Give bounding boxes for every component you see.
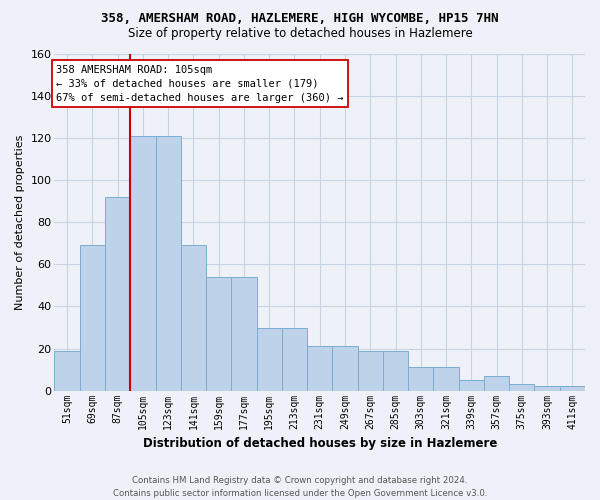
Bar	[433, 368, 458, 390]
Bar	[282, 328, 307, 390]
X-axis label: Distribution of detached houses by size in Hazlemere: Distribution of detached houses by size …	[143, 437, 497, 450]
Bar	[130, 136, 155, 390]
Bar	[332, 346, 358, 391]
Bar	[408, 368, 433, 390]
Bar	[358, 350, 383, 391]
Bar	[484, 376, 509, 390]
Text: 358, AMERSHAM ROAD, HAZLEMERE, HIGH WYCOMBE, HP15 7HN: 358, AMERSHAM ROAD, HAZLEMERE, HIGH WYCO…	[101, 12, 499, 26]
Text: 358 AMERSHAM ROAD: 105sqm
← 33% of detached houses are smaller (179)
67% of semi: 358 AMERSHAM ROAD: 105sqm ← 33% of detac…	[56, 64, 343, 102]
Bar	[535, 386, 560, 390]
Bar	[80, 246, 105, 390]
Bar	[232, 277, 257, 390]
Bar	[307, 346, 332, 391]
Bar	[257, 328, 282, 390]
Text: Size of property relative to detached houses in Hazlemere: Size of property relative to detached ho…	[128, 28, 472, 40]
Y-axis label: Number of detached properties: Number of detached properties	[15, 134, 25, 310]
Bar	[458, 380, 484, 390]
Bar	[105, 197, 130, 390]
Bar	[509, 384, 535, 390]
Bar	[181, 246, 206, 390]
Text: Contains HM Land Registry data © Crown copyright and database right 2024.
Contai: Contains HM Land Registry data © Crown c…	[113, 476, 487, 498]
Bar	[206, 277, 232, 390]
Bar	[383, 350, 408, 391]
Bar	[560, 386, 585, 390]
Bar	[155, 136, 181, 390]
Bar	[55, 350, 80, 391]
